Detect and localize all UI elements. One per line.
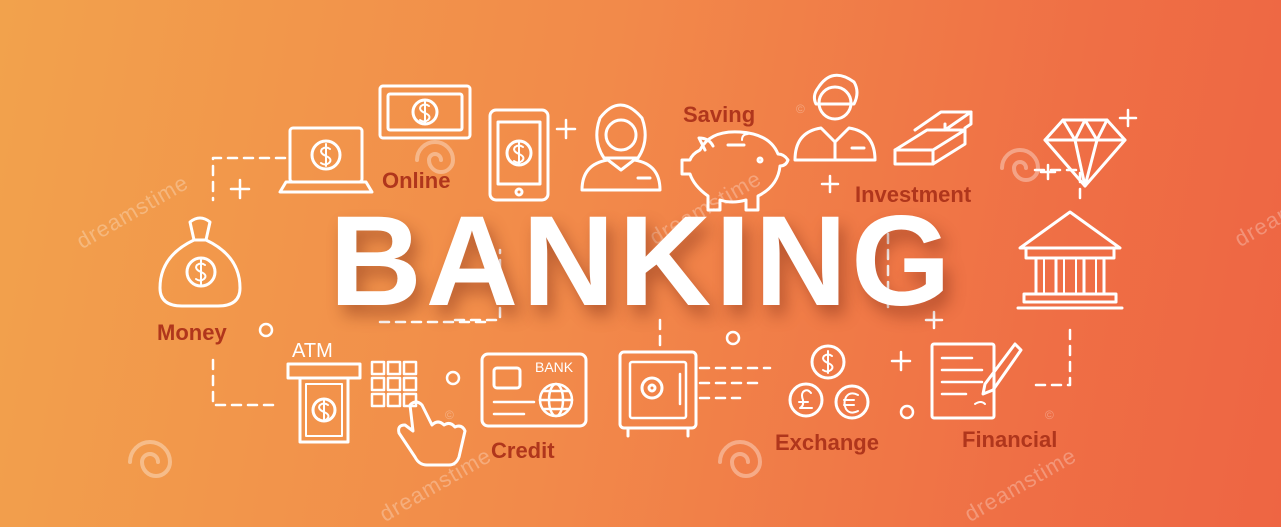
businessman-icon bbox=[793, 73, 877, 162]
plus-decor bbox=[229, 108, 1138, 372]
banknote-icon bbox=[378, 84, 472, 140]
safe-icon bbox=[618, 350, 698, 438]
card-bank-label: BANK bbox=[535, 359, 574, 375]
laptop-dollar-icon bbox=[278, 126, 374, 194]
label-financial: Financial bbox=[962, 427, 1058, 452]
hand-pointer-icon bbox=[397, 400, 467, 467]
smartphone-dollar-icon bbox=[488, 108, 550, 202]
atm-cash-icon bbox=[286, 362, 362, 444]
diamond-icon bbox=[1043, 118, 1127, 188]
atm-label: ATM bbox=[292, 340, 333, 362]
bank-building-icon bbox=[1016, 210, 1124, 310]
label-saving: Saving bbox=[683, 102, 756, 127]
watermark-swirls bbox=[128, 140, 1040, 478]
dot-decor bbox=[258, 322, 915, 420]
banner-title: BANKING bbox=[329, 190, 955, 333]
label-exchange: Exchange bbox=[775, 430, 879, 455]
gold-bars-icon bbox=[893, 110, 973, 166]
watermark-copyright: © bbox=[796, 102, 805, 116]
woman-avatar-icon bbox=[580, 103, 662, 192]
piggy-bank-icon bbox=[680, 130, 790, 212]
label-credit: Credit bbox=[491, 438, 555, 463]
label-online: Online bbox=[382, 168, 451, 193]
dashed-connectors bbox=[211, 156, 1082, 407]
currency-coins-icon bbox=[788, 344, 870, 420]
keypad-icon bbox=[370, 360, 418, 408]
document-pen-icon bbox=[930, 342, 1023, 420]
credit-card-icon bbox=[480, 352, 588, 428]
money-bag-icon bbox=[158, 216, 242, 308]
label-investment: Investment bbox=[855, 182, 972, 207]
watermark-copyright: © bbox=[445, 408, 454, 422]
globe-icon bbox=[538, 382, 574, 418]
label-money: Money bbox=[157, 320, 227, 345]
watermark-copyright: © bbox=[1045, 408, 1054, 422]
